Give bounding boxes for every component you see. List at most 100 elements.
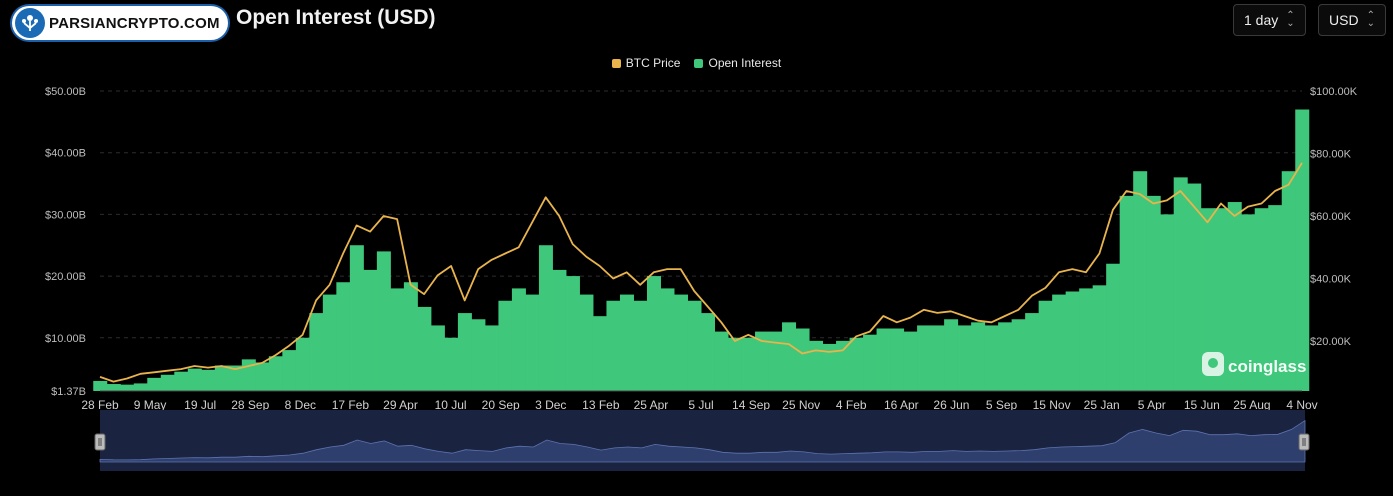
x-tick-label: 4 Feb bbox=[836, 398, 867, 412]
oi-bar bbox=[363, 269, 378, 391]
x-tick-label: 3 Dec bbox=[535, 398, 566, 412]
oi-bar bbox=[1092, 285, 1107, 391]
oi-bar bbox=[174, 371, 189, 391]
oi-bar bbox=[228, 365, 243, 391]
y-left-tick-label: $10.00B bbox=[45, 333, 86, 345]
navigator-handle-left[interactable] bbox=[94, 433, 106, 451]
oi-bar bbox=[1011, 319, 1026, 391]
x-tick-label: 20 Sep bbox=[482, 398, 520, 412]
oi-bar bbox=[890, 328, 905, 391]
x-tick-label: 13 Feb bbox=[582, 398, 620, 412]
oi-bar bbox=[633, 300, 648, 391]
legend-swatch-open-interest bbox=[694, 58, 704, 68]
x-tick-label: 19 Jul bbox=[184, 398, 216, 412]
oi-bar bbox=[606, 300, 621, 391]
oi-bar bbox=[187, 368, 202, 391]
oi-bar bbox=[147, 377, 162, 391]
coinglass-watermark-text: coinglass bbox=[1228, 357, 1306, 376]
oi-bar bbox=[714, 331, 729, 391]
oi-bar bbox=[484, 325, 499, 391]
oi-bar bbox=[1241, 214, 1256, 391]
chevron-updown-icon: ⌃ ⌄ bbox=[1366, 10, 1375, 29]
oi-bar bbox=[579, 294, 594, 391]
legend-label-open-interest: Open Interest bbox=[708, 56, 782, 70]
legend-item-open-interest[interactable]: Open Interest bbox=[694, 56, 781, 70]
interval-select[interactable]: 1 day ⌃ ⌄ bbox=[1233, 4, 1306, 36]
oi-bar bbox=[349, 245, 364, 391]
legend-item-btc-price[interactable]: BTC Price bbox=[611, 56, 681, 70]
oi-bar bbox=[295, 337, 310, 391]
oi-bar bbox=[1025, 313, 1040, 391]
y-right-tick-label: $80.00K bbox=[1310, 149, 1352, 161]
oi-bar bbox=[498, 300, 513, 391]
oi-bar bbox=[1146, 195, 1161, 391]
x-tick-label: 5 Sep bbox=[986, 398, 1018, 412]
x-tick-label: 15 Nov bbox=[1033, 398, 1071, 412]
oi-bar bbox=[944, 319, 959, 391]
oi-bar bbox=[444, 337, 459, 391]
oi-bar bbox=[728, 337, 743, 391]
watermark-logo-icon bbox=[15, 8, 45, 38]
y-right-tick-label: $60.00K bbox=[1310, 211, 1352, 223]
oi-bar bbox=[1052, 294, 1067, 391]
navigator-background bbox=[100, 410, 1305, 471]
oi-bar bbox=[390, 288, 405, 391]
chart-legend: BTC Price Open Interest bbox=[0, 56, 1393, 70]
oi-bar bbox=[1119, 195, 1134, 391]
y-right-tick-label: $100.00K bbox=[1310, 86, 1358, 98]
oi-bar bbox=[1173, 177, 1188, 391]
oi-bar bbox=[673, 294, 688, 391]
y-left-tick-label: $40.00B bbox=[45, 148, 86, 160]
page-title: Open Interest (USD) bbox=[236, 6, 436, 29]
oi-bar bbox=[1079, 288, 1094, 391]
oi-bar bbox=[565, 276, 580, 391]
interval-select-value: 1 day bbox=[1244, 12, 1279, 28]
oi-bar bbox=[1160, 214, 1175, 391]
x-tick-label: 17 Feb bbox=[332, 398, 370, 412]
x-tick-label: 28 Sep bbox=[231, 398, 269, 412]
y-right-tick-label: $20.00K bbox=[1310, 336, 1352, 348]
oi-bar bbox=[795, 328, 810, 391]
oi-bar bbox=[741, 337, 756, 391]
oi-bar bbox=[133, 383, 148, 391]
legend-label-btc-price: BTC Price bbox=[625, 56, 681, 70]
oi-bar bbox=[93, 380, 108, 391]
oi-bar bbox=[984, 325, 999, 391]
coinglass-logo-icon bbox=[1202, 352, 1224, 376]
oi-bar bbox=[471, 319, 486, 391]
x-tick-label: 5 Apr bbox=[1138, 398, 1166, 412]
oi-bar bbox=[552, 269, 567, 391]
oi-bar bbox=[403, 282, 418, 391]
oi-bar bbox=[525, 294, 540, 391]
oi-bar bbox=[1200, 208, 1215, 391]
oi-bar bbox=[282, 350, 297, 391]
coinglass-brand: coinglass bbox=[1202, 352, 1306, 376]
oi-bar bbox=[917, 325, 932, 391]
currency-select-value: USD bbox=[1329, 12, 1359, 28]
oi-bar bbox=[538, 245, 553, 391]
oi-bar bbox=[849, 337, 864, 391]
oi-bar bbox=[687, 300, 702, 391]
currency-select[interactable]: USD ⌃ ⌄ bbox=[1318, 4, 1386, 36]
navigator-handle-right[interactable] bbox=[1298, 433, 1310, 451]
oi-bar bbox=[1268, 205, 1283, 391]
x-tick-label: 8 Dec bbox=[285, 398, 316, 412]
x-tick-label: 25 Apr bbox=[634, 398, 669, 412]
x-tick-label: 15 Jun bbox=[1184, 398, 1220, 412]
oi-bar bbox=[160, 374, 175, 391]
x-tick-label: 9 May bbox=[134, 398, 167, 412]
range-navigator[interactable] bbox=[94, 410, 1310, 471]
oi-bar bbox=[376, 251, 391, 391]
oi-bar bbox=[457, 313, 472, 391]
x-tick-label: 16 Apr bbox=[884, 398, 919, 412]
x-tick-label: 25 Nov bbox=[782, 398, 820, 412]
oi-bar bbox=[1227, 202, 1242, 391]
x-tick-label: 10 Jul bbox=[435, 398, 467, 412]
oi-bar bbox=[268, 356, 283, 391]
oi-bar bbox=[998, 322, 1013, 391]
oi-bar bbox=[214, 365, 229, 391]
legend-swatch-btc-price bbox=[611, 58, 621, 68]
oi-bar bbox=[511, 288, 526, 391]
x-tick-label: 4 Nov bbox=[1286, 398, 1317, 412]
